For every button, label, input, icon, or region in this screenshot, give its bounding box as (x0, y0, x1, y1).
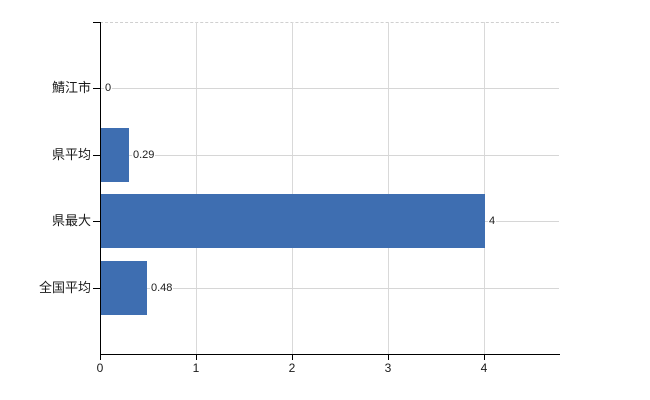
x-tick (196, 355, 197, 360)
y-tick (93, 288, 100, 289)
value-label: 4 (488, 214, 497, 228)
value-label: 0 (104, 81, 113, 95)
gridline-horizontal (101, 88, 559, 89)
x-tick-label: 0 (96, 361, 104, 375)
y-tick (93, 155, 100, 156)
x-axis-line (100, 354, 560, 355)
x-tick-label: 1 (192, 361, 200, 375)
value-label: 0.48 (150, 281, 174, 295)
x-tick-label: 3 (384, 361, 392, 375)
y-tick (93, 221, 100, 222)
category-label: 県平均 (51, 147, 91, 162)
y-tick (93, 22, 100, 23)
plot-top-border (100, 22, 559, 23)
gridline-horizontal (101, 155, 559, 156)
y-axis-line (100, 22, 101, 355)
gridline-vertical (292, 22, 293, 354)
x-tick-label: 2 (288, 361, 296, 375)
category-label: 鯖江市 (51, 80, 91, 95)
gridline-vertical (484, 22, 485, 354)
bar (101, 261, 147, 315)
x-tick (100, 355, 101, 360)
x-tick (388, 355, 389, 360)
x-tick (292, 355, 293, 360)
gridline-horizontal (101, 288, 559, 289)
category-label: 県最大 (51, 213, 91, 228)
x-tick-label: 4 (480, 361, 488, 375)
gridline-vertical (388, 22, 389, 354)
x-tick (484, 355, 485, 360)
value-label: 0.29 (132, 148, 156, 162)
bar (101, 128, 129, 182)
bar (101, 194, 485, 248)
category-label: 全国平均 (38, 280, 91, 295)
gridline-vertical (196, 22, 197, 354)
y-tick (93, 88, 100, 89)
